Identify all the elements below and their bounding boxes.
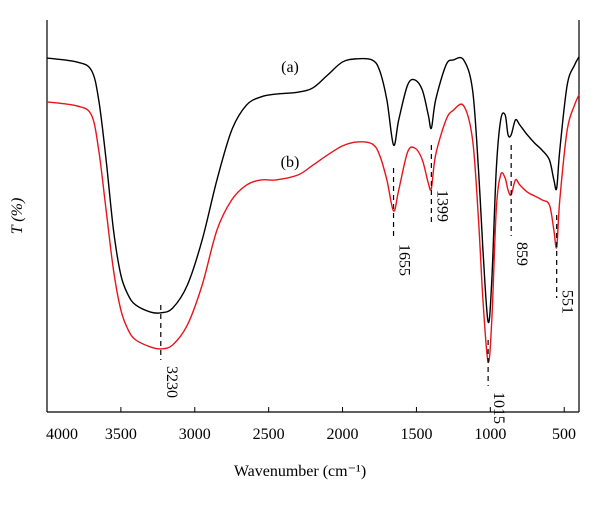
x-tick-label: 2500 xyxy=(253,426,285,443)
annotation-label: 551 xyxy=(559,290,576,314)
annotation-label: 1015 xyxy=(490,392,507,424)
x-tick-label: 3000 xyxy=(179,426,211,443)
series-label: (a) xyxy=(281,59,299,76)
annotation-label: 3230 xyxy=(163,366,180,398)
x-tick-label: 1000 xyxy=(474,426,506,443)
x-tick-label: 4000 xyxy=(46,426,78,443)
x-tick-label: 500 xyxy=(552,426,576,443)
annotation-label: 1399 xyxy=(433,190,450,222)
series-label: (b) xyxy=(281,154,300,171)
spectrum-line xyxy=(46,94,580,363)
x-axis-label: Wavenumber (cm⁻¹) xyxy=(234,463,366,480)
spectrum-line xyxy=(46,56,580,324)
annotation-label: 859 xyxy=(513,242,530,266)
x-tick-label: 3500 xyxy=(105,426,137,443)
x-tick-label: 2000 xyxy=(327,426,359,443)
x-tick-label: 1500 xyxy=(400,426,432,443)
y-axis-label: T (%) xyxy=(9,198,26,235)
annotation-label: 1655 xyxy=(396,244,413,276)
